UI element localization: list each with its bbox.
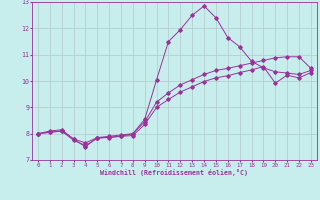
X-axis label: Windchill (Refroidissement éolien,°C): Windchill (Refroidissement éolien,°C) [100, 169, 248, 176]
